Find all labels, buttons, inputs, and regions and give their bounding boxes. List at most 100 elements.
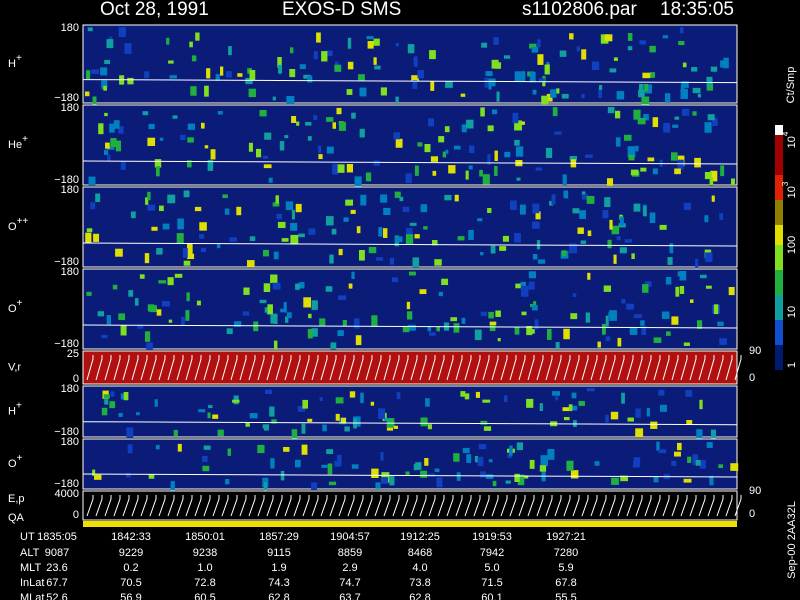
spectrogram-cell [272, 282, 281, 290]
spectrogram-cell [374, 65, 381, 70]
file-name: s1102806.par [522, 0, 637, 20]
y2-tick-label: 90 [749, 485, 761, 497]
spectrogram-cell [615, 110, 621, 119]
spectrogram-cell [263, 283, 271, 292]
spectrogram-cell [110, 139, 117, 148]
spectrogram-cell [318, 154, 323, 160]
spectrogram-cell [704, 172, 712, 180]
qa-bar [83, 521, 737, 527]
spectrogram-cell [683, 342, 690, 346]
spectrogram-cell [194, 206, 202, 212]
spectrogram-cell [515, 146, 524, 157]
spectrogram-cell [603, 285, 612, 292]
y2-tick-label: 0 [749, 372, 755, 384]
spectrogram-cell [517, 474, 525, 486]
spectrogram-cell [183, 190, 190, 198]
spectrogram-cell [389, 476, 395, 486]
spectrogram-cell [479, 169, 483, 177]
spectrogram-cell [283, 447, 290, 452]
spectrogram-cell [371, 315, 378, 327]
spectrogram-cell [414, 234, 420, 239]
spectrogram-cell [529, 72, 536, 83]
spectrogram-cell [656, 441, 660, 451]
spectrogram-cell [392, 277, 398, 283]
spectrogram-cell [204, 145, 209, 149]
spectrogram-cell [334, 64, 342, 72]
spectrogram-cell [432, 240, 438, 246]
spectrogram-cell [530, 304, 534, 308]
table-cell: 5.0 [484, 562, 499, 574]
table-cell: 23.6 [46, 562, 67, 574]
table-cell: 1927:21 [546, 531, 586, 543]
spectrogram-cell [155, 444, 160, 450]
spectrogram-cell [444, 194, 452, 201]
spectrogram-cell [609, 219, 613, 230]
spectrogram-cell [115, 248, 123, 257]
table-cell: 0.2 [123, 562, 138, 574]
spectrogram-cell [144, 253, 150, 264]
spectrogram-cell [490, 245, 496, 254]
spectrogram-cell [538, 78, 545, 83]
spectrogram-cell [609, 68, 617, 73]
spectrogram-cell [368, 247, 377, 254]
spectrogram-cell [680, 88, 688, 99]
spectrogram-cell [299, 64, 306, 70]
spectrogram-cell [156, 309, 162, 316]
spectrogram-cell [556, 88, 560, 94]
panel-label-base: V,r [8, 361, 21, 373]
spectrogram-cell [627, 46, 633, 51]
table-cell: 1919:53 [472, 531, 512, 543]
table-cell: 1.0 [197, 562, 212, 574]
y-tick-label: 0 [73, 509, 79, 521]
spectrogram-cell [345, 199, 354, 206]
spectrogram-cell [709, 475, 714, 486]
spectrogram-cell [220, 66, 224, 76]
spectrogram-cell [344, 426, 350, 432]
spectrogram-cell [406, 301, 411, 310]
spectrogram-cell [572, 293, 577, 298]
cb-swatch [775, 200, 783, 225]
spectrogram-cell [521, 475, 529, 479]
spectrogram-cell [604, 197, 611, 208]
spectrogram-cell [303, 297, 312, 308]
spectrogram-cell [704, 215, 709, 223]
spectrogram-cell [271, 419, 277, 424]
spectrogram-cell [383, 207, 391, 216]
spectrogram-cell [229, 237, 237, 242]
spectrogram-cell [127, 77, 134, 85]
spectrogram-cell [394, 191, 401, 198]
cb-swatch [775, 295, 783, 320]
spectrogram-cell [707, 114, 715, 121]
row-label: ALT [20, 547, 40, 559]
spectrogram-cell [488, 79, 492, 90]
spectrogram-cell [337, 164, 345, 173]
spectrogram-cell [644, 281, 652, 287]
spectrogram-cell [158, 280, 167, 284]
trace-line [82, 324, 738, 329]
spectrogram-cell [326, 146, 334, 154]
spectrogram-cell [425, 398, 430, 407]
spectrogram-cell [248, 142, 253, 152]
spectrogram-cell [92, 469, 96, 476]
spectrogram-cell [644, 84, 652, 94]
spectrogram-cell [480, 420, 488, 425]
colorbar-label-sup: 4 [781, 131, 790, 136]
spectrogram-cell [307, 136, 312, 141]
spectrogram-cell [554, 131, 562, 135]
panel-label-base: He [8, 139, 22, 151]
spectrogram-cell [316, 32, 321, 43]
spectrogram-cell [706, 83, 714, 91]
spectrogram-cell [551, 194, 556, 205]
spectrogram-cell [526, 398, 534, 408]
spectrogram-cell [666, 331, 671, 336]
spectrogram-cell [411, 75, 419, 82]
spectrogram-cell [412, 80, 418, 90]
spectrogram-cell [531, 47, 539, 53]
spectrogram-cell [124, 43, 132, 54]
spectrogram-cell [572, 208, 580, 214]
spectrogram-cell [380, 194, 388, 203]
spectrogram-cell [430, 156, 439, 162]
spectrogram-cell [697, 93, 702, 98]
spectrogram-cell [630, 169, 639, 176]
spectrogram-cell [723, 57, 729, 69]
